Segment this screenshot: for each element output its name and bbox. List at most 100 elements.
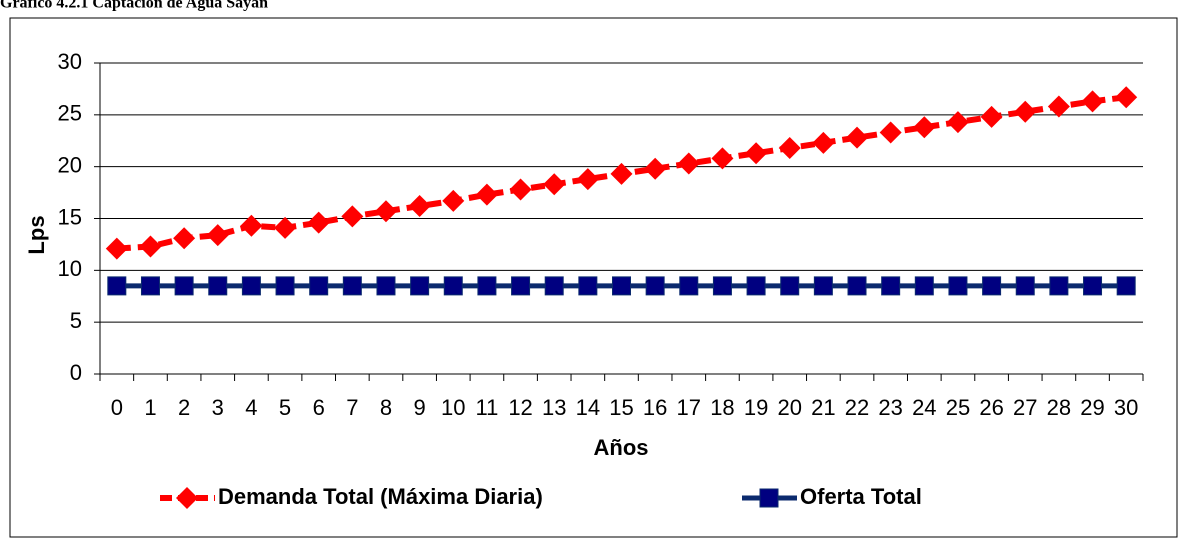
- marker: [376, 276, 396, 296]
- x-tick-label: 26: [979, 395, 1003, 420]
- marker: [174, 276, 194, 296]
- marker: [1115, 86, 1138, 109]
- x-tick-label: 7: [346, 395, 358, 420]
- marker: [881, 276, 901, 296]
- x-tick-label: 1: [144, 395, 156, 420]
- marker: [576, 168, 599, 191]
- x-tick-label: 4: [245, 395, 257, 420]
- marker: [511, 276, 531, 296]
- x-tick-label: 20: [777, 395, 801, 420]
- x-tick-label: 2: [178, 395, 190, 420]
- x-tick-label: 25: [946, 395, 970, 420]
- marker: [778, 137, 801, 160]
- marker: [846, 126, 869, 149]
- marker: [240, 214, 263, 237]
- marker: [1116, 276, 1136, 296]
- x-tick-label: 6: [313, 395, 325, 420]
- x-tick-label: 3: [212, 395, 224, 420]
- x-tick-label: 8: [380, 395, 392, 420]
- marker: [677, 152, 700, 175]
- x-tick-label: 11: [475, 395, 498, 420]
- marker: [173, 227, 196, 250]
- marker: [1015, 276, 1035, 296]
- marker: [780, 276, 800, 296]
- x-tick-label: 12: [508, 395, 532, 420]
- x-tick-label: 13: [542, 395, 566, 420]
- marker: [140, 276, 160, 296]
- marker: [442, 189, 465, 212]
- x-tick-label: 27: [1013, 395, 1037, 420]
- x-tick-label: 17: [677, 395, 701, 420]
- marker: [475, 183, 498, 206]
- x-tick-label: 29: [1080, 395, 1104, 420]
- marker: [913, 116, 936, 139]
- marker: [946, 111, 969, 134]
- marker: [1081, 90, 1104, 113]
- marker: [813, 276, 833, 296]
- y-tick-label: 5: [70, 308, 82, 333]
- marker: [610, 162, 633, 185]
- marker: [914, 276, 934, 296]
- x-tick-label: 10: [441, 395, 465, 420]
- chart-title: Gráfico 4.2.1 Captación de Agua Sayán: [0, 0, 268, 12]
- x-tick-label: 19: [744, 395, 768, 420]
- y-axis-label: Lps: [24, 215, 49, 254]
- y-tick-label: 10: [58, 256, 82, 281]
- y-tick-label: 15: [58, 204, 82, 229]
- marker: [208, 276, 228, 296]
- x-tick-label: 28: [1047, 395, 1071, 420]
- marker: [206, 224, 229, 247]
- marker: [275, 276, 295, 296]
- x-tick-label: 30: [1114, 395, 1138, 420]
- marker: [477, 276, 497, 296]
- marker: [812, 131, 835, 154]
- marker: [879, 121, 902, 144]
- marker: [711, 147, 734, 170]
- marker: [980, 105, 1003, 128]
- x-tick-label: 14: [576, 395, 600, 420]
- legend-label: Demanda Total (Máxima Diaria): [218, 484, 543, 509]
- x-tick-label: 21: [811, 395, 835, 420]
- x-tick-label: 0: [111, 395, 123, 420]
- marker: [342, 276, 362, 296]
- marker: [745, 142, 768, 165]
- marker: [274, 216, 297, 239]
- marker: [509, 178, 532, 201]
- marker: [578, 276, 598, 296]
- marker: [543, 173, 566, 196]
- marker: [1083, 276, 1103, 296]
- x-tick-label: 22: [845, 395, 869, 420]
- legend-marker: [176, 487, 198, 509]
- y-tick-label: 20: [58, 152, 82, 177]
- marker: [544, 276, 564, 296]
- x-tick-label: 23: [878, 395, 902, 420]
- marker: [948, 276, 968, 296]
- marker: [139, 235, 162, 258]
- marker: [374, 200, 397, 223]
- legend-marker: [759, 488, 779, 508]
- legend-label: Oferta Total: [800, 484, 922, 509]
- marker: [107, 276, 127, 296]
- y-tick-label: 30: [58, 49, 82, 74]
- marker: [982, 276, 1002, 296]
- y-tick-label: 25: [58, 101, 82, 126]
- marker: [1047, 95, 1070, 118]
- x-tick-label: 5: [279, 395, 291, 420]
- marker: [341, 205, 364, 228]
- marker: [1049, 276, 1069, 296]
- marker: [443, 276, 463, 296]
- marker: [1014, 100, 1037, 123]
- marker: [410, 276, 430, 296]
- marker: [679, 276, 699, 296]
- x-tick-label: 9: [414, 395, 426, 420]
- marker: [645, 276, 665, 296]
- marker: [644, 157, 667, 180]
- marker: [746, 276, 766, 296]
- marker: [241, 276, 261, 296]
- x-tick-label: 18: [710, 395, 734, 420]
- x-tick-label: 16: [643, 395, 667, 420]
- marker: [612, 276, 631, 296]
- marker: [712, 276, 732, 296]
- marker: [847, 276, 867, 296]
